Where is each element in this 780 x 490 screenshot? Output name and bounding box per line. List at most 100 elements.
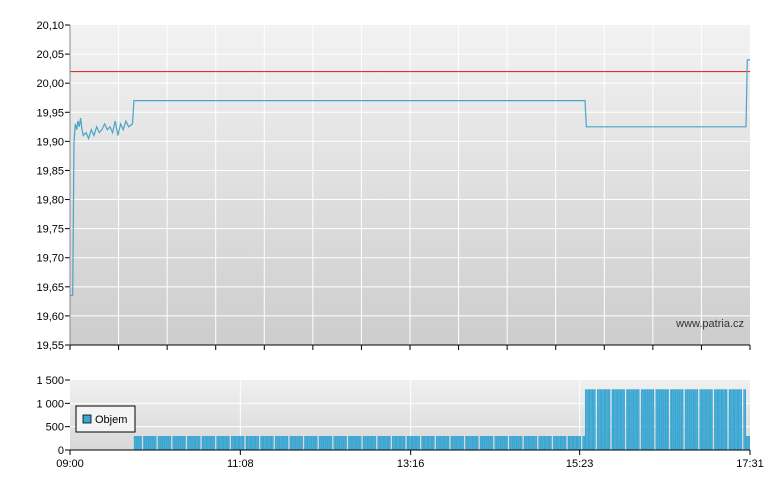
volume-bar <box>345 436 347 450</box>
volume-bar <box>483 436 486 450</box>
volume-bar <box>730 389 732 450</box>
volume-bar <box>401 436 403 450</box>
volume-bar <box>598 389 600 450</box>
volume-bar <box>722 389 724 450</box>
volume-bar <box>699 389 701 450</box>
x-tick-label: 11:08 <box>227 458 254 470</box>
volume-bar <box>570 436 572 450</box>
volume-bar <box>289 436 291 450</box>
volume-bar <box>136 436 138 450</box>
volume-bar <box>603 389 605 450</box>
volume-bar <box>562 436 564 450</box>
volume-bar <box>703 389 705 450</box>
volume-bar <box>426 436 428 450</box>
volume-bar <box>682 389 684 450</box>
volume-bar <box>631 389 633 450</box>
volume-bar <box>145 436 148 450</box>
volume-bar <box>666 389 668 450</box>
volume-bar <box>563 436 566 450</box>
volume-bar <box>143 436 145 450</box>
volume-bar <box>180 436 182 450</box>
volume-bar <box>249 436 251 450</box>
volume-bar <box>305 436 307 450</box>
volume-bar <box>349 436 351 450</box>
volume-bar <box>446 436 448 450</box>
volume-bar <box>644 389 647 450</box>
volume-bar <box>559 436 562 450</box>
volume-bar <box>680 389 683 450</box>
volume-bar <box>499 436 502 450</box>
volume-bar <box>583 436 585 450</box>
volume-bar <box>256 436 258 450</box>
volume-bar <box>165 436 168 450</box>
volume-bar <box>494 436 496 450</box>
volume-bar <box>217 436 220 450</box>
volume-bar <box>690 389 692 450</box>
volume-bar <box>193 436 196 450</box>
volume-bar <box>268 436 270 450</box>
volume-bar <box>571 436 574 450</box>
volume-bar <box>357 436 359 450</box>
volume-bar <box>433 436 435 450</box>
volume-bar <box>543 436 546 450</box>
volume-bar <box>374 436 377 450</box>
volume-bar <box>192 436 194 450</box>
price-y-axis-ticks: 20,10 20,05 20,00 19,95 19,90 19,85 19,80 19,75… <box>36 20 70 352</box>
volume-bar <box>365 436 367 450</box>
volume-bar <box>325 436 327 450</box>
volume-bar <box>554 436 556 450</box>
volume-bar <box>691 389 693 450</box>
volume-bar <box>164 436 166 450</box>
x-tick-label: 13:16 <box>397 458 425 470</box>
volume-bar <box>300 436 302 450</box>
volume-bar <box>151 436 153 450</box>
volume-bar <box>324 436 326 450</box>
volume-bar <box>191 436 193 450</box>
volume-bar <box>574 436 576 450</box>
volume-bar <box>393 436 395 450</box>
volume-bar <box>209 436 212 450</box>
volume-bar <box>308 436 310 450</box>
volume-bar <box>278 436 281 450</box>
volume-bar <box>632 389 635 450</box>
volume-bar <box>175 436 177 450</box>
volume-bar <box>579 436 581 450</box>
volume-bar <box>623 389 625 450</box>
volume-bar <box>550 436 552 450</box>
volume-bar <box>211 436 213 450</box>
volume-bar <box>443 436 446 450</box>
volume-bar <box>309 436 311 450</box>
volume-bar <box>534 436 536 450</box>
volume-bar <box>487 436 490 450</box>
volume-bar <box>338 436 341 450</box>
volume-bar <box>714 389 716 450</box>
volume-bar <box>615 389 617 450</box>
volume-bar <box>140 436 142 450</box>
volume-bar <box>481 436 483 450</box>
volume-bar <box>739 389 741 450</box>
volume-bar <box>652 389 655 450</box>
volume-bar <box>430 436 432 450</box>
volume-bar <box>423 436 426 450</box>
volume-bar <box>561 436 563 450</box>
volume-bar <box>304 436 306 450</box>
volume-bar <box>306 436 309 450</box>
volume-y-tick-label: 500 <box>46 422 64 434</box>
volume-bar <box>294 436 297 450</box>
volume-bar <box>225 436 228 450</box>
price-y-tick-label: 20,10 <box>36 20 64 32</box>
volume-bar <box>196 436 198 450</box>
volume-bar <box>447 436 450 450</box>
watermark: www.patria.cz <box>675 318 744 330</box>
volume-bar <box>246 436 249 450</box>
volume-bar <box>636 389 639 450</box>
volume-bar <box>277 436 279 450</box>
volume-bar <box>546 436 548 450</box>
volume-bar <box>651 389 653 450</box>
volume-bar <box>179 436 181 450</box>
volume-bar <box>435 436 438 450</box>
volume-bar <box>195 436 197 450</box>
volume-bar <box>358 436 361 450</box>
volume-bar <box>236 436 238 450</box>
volume-bar <box>541 436 543 450</box>
